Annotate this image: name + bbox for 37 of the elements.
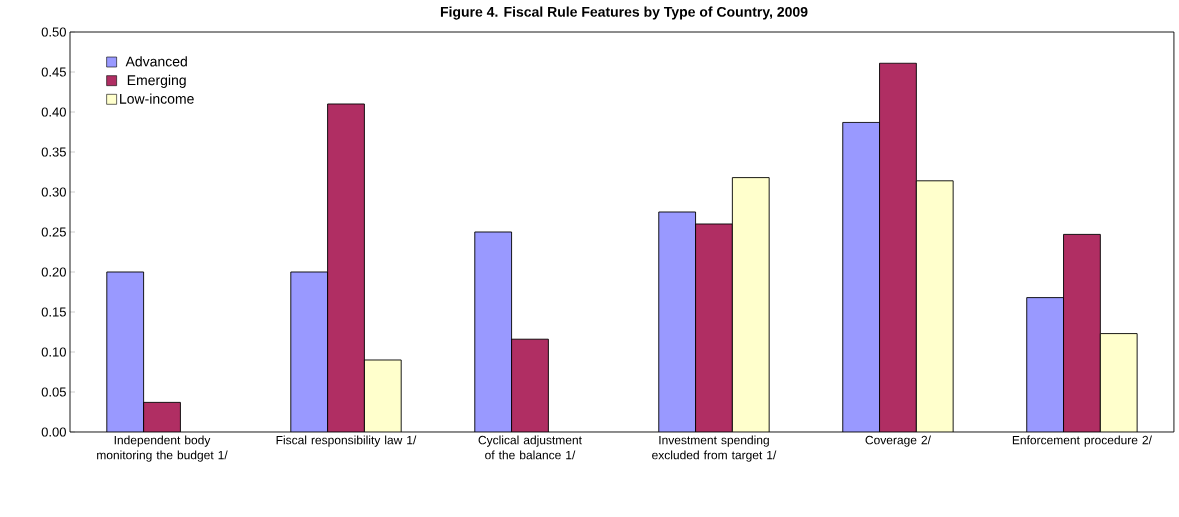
y-tick-label: 0.35: [41, 147, 66, 157]
x-tick-label: Coverage 2/: [865, 435, 931, 447]
bar: [879, 62, 917, 432]
bar: [363, 359, 402, 432]
x-tick-label: Cyclical adjustment of the balance 1/: [478, 435, 582, 460]
bar: [842, 121, 881, 432]
y-tick-label: 0.20: [41, 267, 66, 277]
legend-label: Emerging: [127, 74, 186, 88]
bar: [143, 401, 181, 432]
legend-label: Advanced: [125, 56, 187, 67]
y-tick-label: 0.10: [41, 347, 66, 357]
bar: [290, 271, 329, 432]
bar: [658, 211, 697, 432]
bar: [1099, 333, 1138, 432]
y-tick-label: 0.25: [41, 227, 66, 237]
bar: [106, 271, 145, 432]
bar: [695, 223, 733, 432]
y-tick-label: 0.40: [41, 107, 66, 117]
chart-title: Figure 4. Fiscal Rule Features by Type of Country, 2009: [440, 6, 808, 20]
y-tick-label: 0.15: [41, 307, 66, 317]
legend-label: Low-income: [120, 93, 194, 104]
x-tick-label: Enforcement procedure 2/: [1012, 435, 1152, 447]
y-tick-label: 0.00: [41, 427, 66, 437]
y-tick-label: 0.45: [41, 67, 66, 77]
bar: [1026, 297, 1064, 432]
y-tick-label: 0.05: [41, 387, 66, 397]
x-tick-label: Fiscal responsibility law 1/: [276, 435, 417, 447]
bar: [915, 180, 954, 432]
y-tick-label: 0.50: [41, 27, 66, 37]
bar: [731, 177, 770, 432]
bar: [1063, 233, 1101, 432]
x-tick-label: Independent body monitoring the budget 1/: [97, 435, 228, 462]
bar: [474, 231, 513, 432]
bar: [327, 103, 365, 432]
x-tick-label: Investment spending excluded from target 1/: [652, 435, 777, 462]
bar: [511, 338, 549, 432]
y-tick-label: 0.30: [41, 187, 66, 197]
